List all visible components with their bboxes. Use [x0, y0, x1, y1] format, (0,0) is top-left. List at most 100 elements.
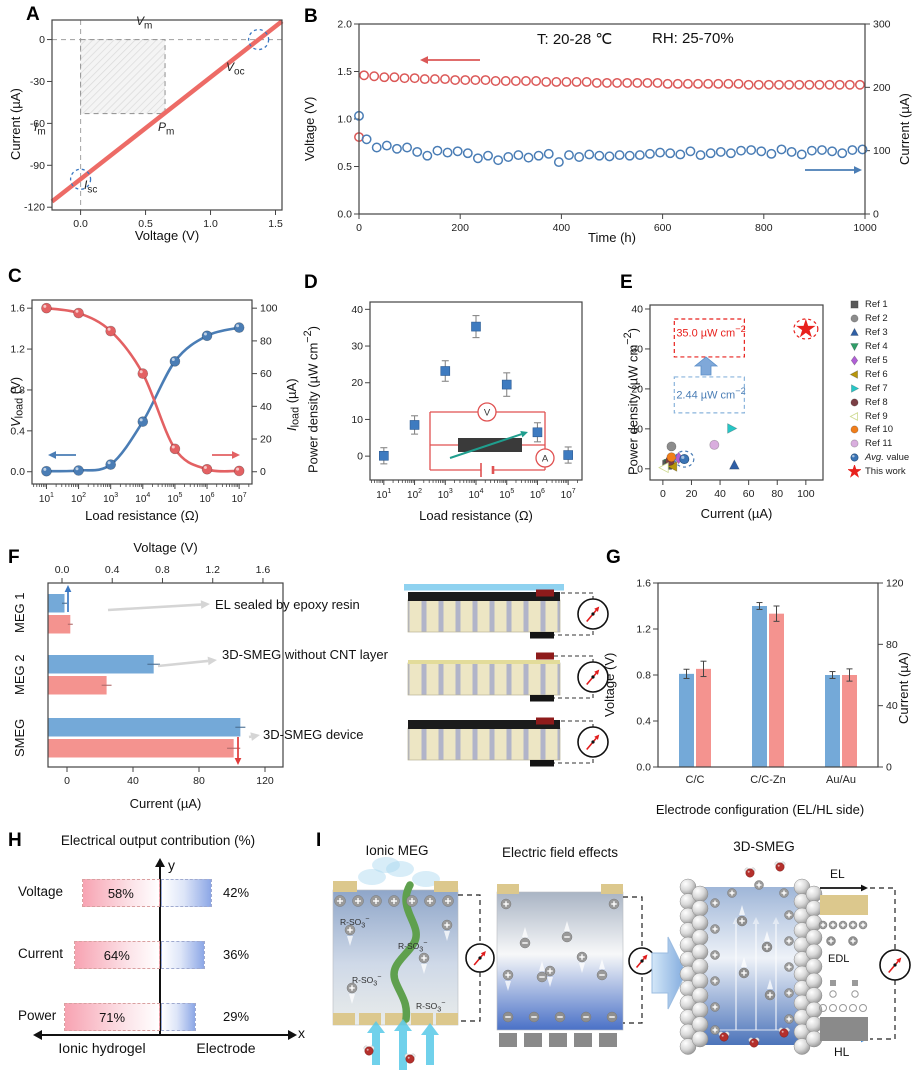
vm-annotation: Vm — [136, 14, 153, 32]
svg-text:105: 105 — [167, 492, 182, 505]
panel-f: 0.0 0.4 0.8 1.2 1.6 0 40 80 120 Voltage (V) Curr… — [8, 540, 618, 825]
panel-letter-f: F — [8, 547, 20, 568]
panel-b-ylabel-left: Voltage (V) — [302, 96, 317, 162]
galvanometer-icon — [577, 598, 609, 630]
ammeter-icon — [535, 448, 555, 468]
panel-letter-i: I — [316, 830, 322, 851]
efield-schematic — [496, 884, 656, 1047]
svg-text:100: 100 — [260, 303, 278, 315]
stability-chart: 0 200 400 600 800 1000 0.0 0.5 1.0 1.5 2.0 0 100 200 3… — [337, 19, 890, 235]
svg-text:0.5: 0.5 — [337, 161, 352, 173]
svg-text:80: 80 — [886, 639, 898, 651]
electrode-pct: 29% — [223, 1009, 250, 1024]
current-bar — [769, 613, 784, 767]
ionic-meg-schematic — [332, 857, 495, 1071]
im-annotation: Im — [34, 120, 46, 138]
power-density-chart: 101 102 103 104 105 106 107 0 10 20 30 40 V A — [351, 301, 583, 501]
rso3-label: R-SO3− — [340, 915, 370, 930]
electrode-config-chart: 0.0 0.4 0.8 1.2 1.6 0 40 80 120 C/C C/C-Zn Au/Au — [636, 578, 904, 787]
svg-text:120: 120 — [886, 578, 904, 590]
svg-text:20: 20 — [351, 377, 363, 389]
svg-text:0.8: 0.8 — [636, 670, 651, 682]
current-series — [354, 110, 868, 168]
svg-text:60: 60 — [743, 488, 755, 500]
voltage-bar — [48, 594, 65, 613]
svg-text:1.6: 1.6 — [256, 564, 271, 576]
smeg-title: 3D-SMEG — [733, 839, 795, 854]
legend-item-ref-4: Ref 4 — [848, 340, 918, 354]
current-bar — [48, 676, 107, 695]
transition-arrow-icon — [651, 936, 687, 1010]
panel-g-xlabel: Electrode configuration (EL/HL side) — [655, 802, 865, 817]
panel-g-ylabel-left: Voltage (V) — [602, 652, 617, 718]
legend-item-ref-3: Ref 3 — [848, 326, 918, 340]
svg-text:103: 103 — [438, 488, 453, 501]
y-axis-label: y — [168, 857, 175, 873]
svg-text:20: 20 — [631, 383, 643, 395]
current-bar — [48, 615, 71, 634]
ionic-meg-title: Ionic MEG — [365, 843, 429, 858]
moisture-arrow-icon — [421, 1023, 439, 1065]
h-bar-blue — [161, 1003, 197, 1031]
panel-letter-d: D — [304, 272, 318, 293]
voc-circle — [247, 28, 270, 51]
svg-text:105: 105 — [499, 488, 514, 501]
panel-e: 0 20 40 60 80 100 0 10 20 30 40 35.0 µW cm−2 2.44 … — [622, 262, 922, 540]
svg-text:1.2: 1.2 — [10, 344, 25, 356]
svg-text:0: 0 — [64, 775, 70, 787]
panel-a: 0.0 0.5 1.0 1.5 0 -30 -60 -90 -120 Voltage (V) C… — [8, 4, 300, 258]
svg-text:0.0: 0.0 — [10, 466, 25, 478]
electrode-pct: 42% — [223, 885, 250, 900]
svg-text:10: 10 — [351, 414, 363, 426]
voltage-bar — [48, 655, 154, 674]
device-schematic-2 — [407, 717, 609, 767]
current-bar — [48, 739, 234, 758]
svg-text:A: A — [542, 454, 549, 465]
voltage-bar — [825, 675, 840, 767]
temperature-label: T: 20-28 ℃ — [537, 31, 613, 48]
galvanometer-icon — [628, 947, 656, 975]
h-bar-blue — [161, 879, 213, 907]
svg-text:0.8: 0.8 — [155, 564, 170, 576]
avg-value-label: 2.44 µW cm−2 — [676, 386, 746, 402]
panel-f-xlabel-bottom: Current (µA) — [129, 796, 202, 811]
svg-text:0.4: 0.4 — [105, 564, 120, 576]
svg-text:2.0: 2.0 — [337, 19, 352, 31]
panel-c-ylabel-left: Vload (V) — [8, 376, 26, 428]
galvanometer-icon — [577, 726, 609, 758]
legend-item-ref-5: Ref 5 — [848, 354, 918, 368]
iv-curve-chart: 0.0 0.5 1.0 1.5 0 -30 -60 -90 -120 — [24, 19, 284, 230]
power-row: Power 71% 29% — [8, 1003, 308, 1031]
h-bar-red: 71% — [64, 1003, 160, 1031]
svg-text:1.0: 1.0 — [337, 114, 352, 126]
svg-text:60: 60 — [260, 368, 272, 380]
rso3-label: R-SO3− — [398, 939, 428, 954]
svg-text:1.5: 1.5 — [268, 218, 283, 230]
panel-e-xlabel: Current (µA) — [700, 506, 773, 521]
svg-text:-120: -120 — [24, 202, 45, 214]
panel-g: 0.0 0.4 0.8 1.2 1.6 0 40 80 120 C/C C/C-Zn Au/Au El… — [600, 540, 922, 840]
svg-text:200: 200 — [451, 222, 469, 234]
comparison-chart: 0 20 40 60 80 100 0 10 20 30 40 — [631, 303, 824, 500]
panel-d-xlabel: Load resistance (Ω) — [419, 508, 533, 523]
svg-text:-60: -60 — [30, 118, 45, 130]
svg-text:30: 30 — [351, 341, 363, 353]
panel-e-ylabel: Power density (µW cm−2) — [622, 328, 641, 476]
svg-text:104: 104 — [135, 492, 150, 505]
svg-text:107: 107 — [561, 488, 576, 501]
svg-text:120: 120 — [256, 775, 274, 787]
svg-text:1000: 1000 — [853, 222, 877, 234]
svg-text:0: 0 — [873, 209, 879, 221]
svg-text:V: V — [484, 408, 491, 419]
svg-text:0.4: 0.4 — [10, 425, 25, 437]
annotation-smeg: 3D-SMEG device — [263, 727, 364, 742]
panel-letter-e: E — [620, 272, 633, 293]
svg-text:40: 40 — [886, 700, 898, 712]
h-bar-red: 64% — [73, 941, 160, 969]
svg-text:80: 80 — [260, 335, 272, 347]
svg-text:0: 0 — [637, 463, 643, 475]
panel-h-title: Electrical output contribution (%) — [60, 833, 256, 848]
voltage-bar — [48, 718, 241, 737]
power-series — [379, 315, 573, 465]
